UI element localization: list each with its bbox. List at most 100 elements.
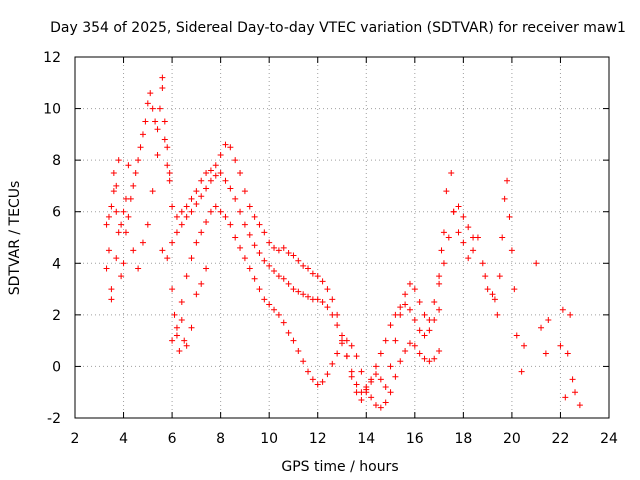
data-point-middle-band: [426, 327, 433, 334]
data-point-middle-band: [188, 208, 195, 215]
x-tick-labels: 2 4 6 8 10 12 14 16 18 20 22 24: [71, 431, 618, 447]
data-point-late-scatter: [440, 229, 447, 236]
data-point-main-band: [161, 118, 168, 125]
data-point-early-scatter: [164, 162, 171, 169]
data-point-main-band: [421, 311, 428, 318]
data-point-main-band: [122, 229, 129, 236]
data-point-main-band: [275, 247, 282, 254]
data-point-main-band: [256, 221, 263, 228]
chart-title: Day 354 of 2025, Sidereal Day-to-day VTE…: [50, 20, 626, 36]
data-point-lower-band: [251, 275, 258, 282]
data-point-late-scatter: [499, 234, 506, 241]
data-point-main-band: [135, 157, 142, 164]
data-point-main-band: [108, 203, 115, 210]
data-point-late-scatter: [448, 170, 455, 177]
data-point-middle-band: [406, 306, 413, 313]
data-point-lower-band: [193, 239, 200, 246]
data-point-main-band: [358, 396, 365, 403]
data-point-middle-band: [324, 304, 331, 311]
data-point-early-scatter: [118, 273, 125, 280]
data-point-middle-band: [232, 195, 239, 202]
data-point-early-scatter: [171, 311, 178, 318]
data-point-late-scatter: [511, 286, 518, 293]
x-tick-label: 14: [357, 431, 375, 447]
data-point-middle-band: [392, 311, 399, 318]
data-point-lower-band: [169, 337, 176, 344]
grid-lines: [75, 57, 609, 418]
data-point-lower-band: [372, 402, 379, 409]
data-point-late-scatter: [504, 177, 511, 184]
data-point-lower-band: [275, 311, 282, 318]
data-point-lower-band: [295, 347, 302, 354]
data-point-main-band: [105, 213, 112, 220]
data-point-middle-band: [217, 170, 224, 177]
data-point-middle-band: [285, 280, 292, 287]
data-point-middle-band: [275, 273, 282, 280]
data-point-main-band: [103, 221, 110, 228]
data-point-late-scatter: [455, 229, 462, 236]
data-point-middle-band: [402, 301, 409, 308]
x-axis-label: GPS time / hours: [281, 459, 398, 475]
data-point-middle-band: [271, 268, 278, 275]
data-point-late-scatter: [489, 291, 496, 298]
x-tick-label: 16: [406, 431, 424, 447]
data-point-middle-band: [421, 332, 428, 339]
data-point-early-scatter: [108, 296, 115, 303]
data-point-lower-band: [387, 389, 394, 396]
data-point-middle-band: [173, 229, 180, 236]
data-point-main-band: [154, 126, 161, 133]
data-point-main-band: [372, 371, 379, 378]
data-point-main-band: [300, 262, 307, 269]
data-point-main-band: [118, 221, 125, 228]
data-point-lower-band: [188, 255, 195, 262]
data-point-late-scatter: [564, 350, 571, 357]
data-point-lower-band: [305, 368, 312, 375]
data-point-middle-band: [280, 275, 287, 282]
data-point-lower-band: [406, 340, 413, 347]
data-point-middle-band: [416, 327, 423, 334]
data-point-late-scatter: [542, 350, 549, 357]
data-point-lower-band: [183, 273, 190, 280]
data-point-early-scatter: [161, 136, 168, 143]
data-point-main-band: [110, 188, 117, 195]
data-point-middle-band: [358, 389, 365, 396]
data-point-main-band: [431, 298, 438, 305]
data-point-lower-band: [222, 213, 229, 220]
data-point-middle-band: [305, 293, 312, 300]
x-tick-label: 24: [600, 431, 618, 447]
data-point-main-band: [305, 265, 312, 272]
data-point-main-band: [285, 249, 292, 256]
data-point-main-band: [227, 144, 234, 151]
data-point-middle-band: [436, 306, 443, 313]
data-point-main-band: [203, 170, 210, 177]
data-point-main-band: [207, 167, 214, 174]
data-point-middle-band: [193, 200, 200, 207]
data-point-main-band: [406, 280, 413, 287]
data-point-middle-band: [227, 185, 234, 192]
data-point-middle-band: [397, 304, 404, 311]
data-point-lower-band: [178, 298, 185, 305]
data-point-main-band: [266, 239, 273, 246]
data-point-middle-band: [246, 231, 253, 238]
data-point-early-scatter: [166, 177, 173, 184]
data-point-main-band: [169, 203, 176, 210]
data-point-main-band: [455, 203, 462, 210]
data-point-middle-band: [207, 177, 214, 184]
data-point-late-scatter: [501, 195, 508, 202]
data-point-middle-band: [348, 368, 355, 375]
data-point-middle-band: [178, 221, 185, 228]
data-point-early-scatter: [125, 162, 132, 169]
data-point-main-band: [387, 363, 394, 370]
data-point-main-band: [156, 105, 163, 112]
data-point-middle-band: [334, 322, 341, 329]
data-point-late-scatter: [496, 273, 503, 280]
data-point-main-band: [164, 144, 171, 151]
data-point-middle-band: [198, 193, 205, 200]
data-point-lower-band: [324, 371, 331, 378]
data-point-late-scatter: [450, 208, 457, 215]
data-point-main-band: [217, 151, 224, 158]
data-point-middle-band: [164, 255, 171, 262]
data-point-late-scatter: [569, 376, 576, 383]
data-point-lower-band: [203, 219, 210, 226]
data-point-early-scatter: [103, 265, 110, 272]
